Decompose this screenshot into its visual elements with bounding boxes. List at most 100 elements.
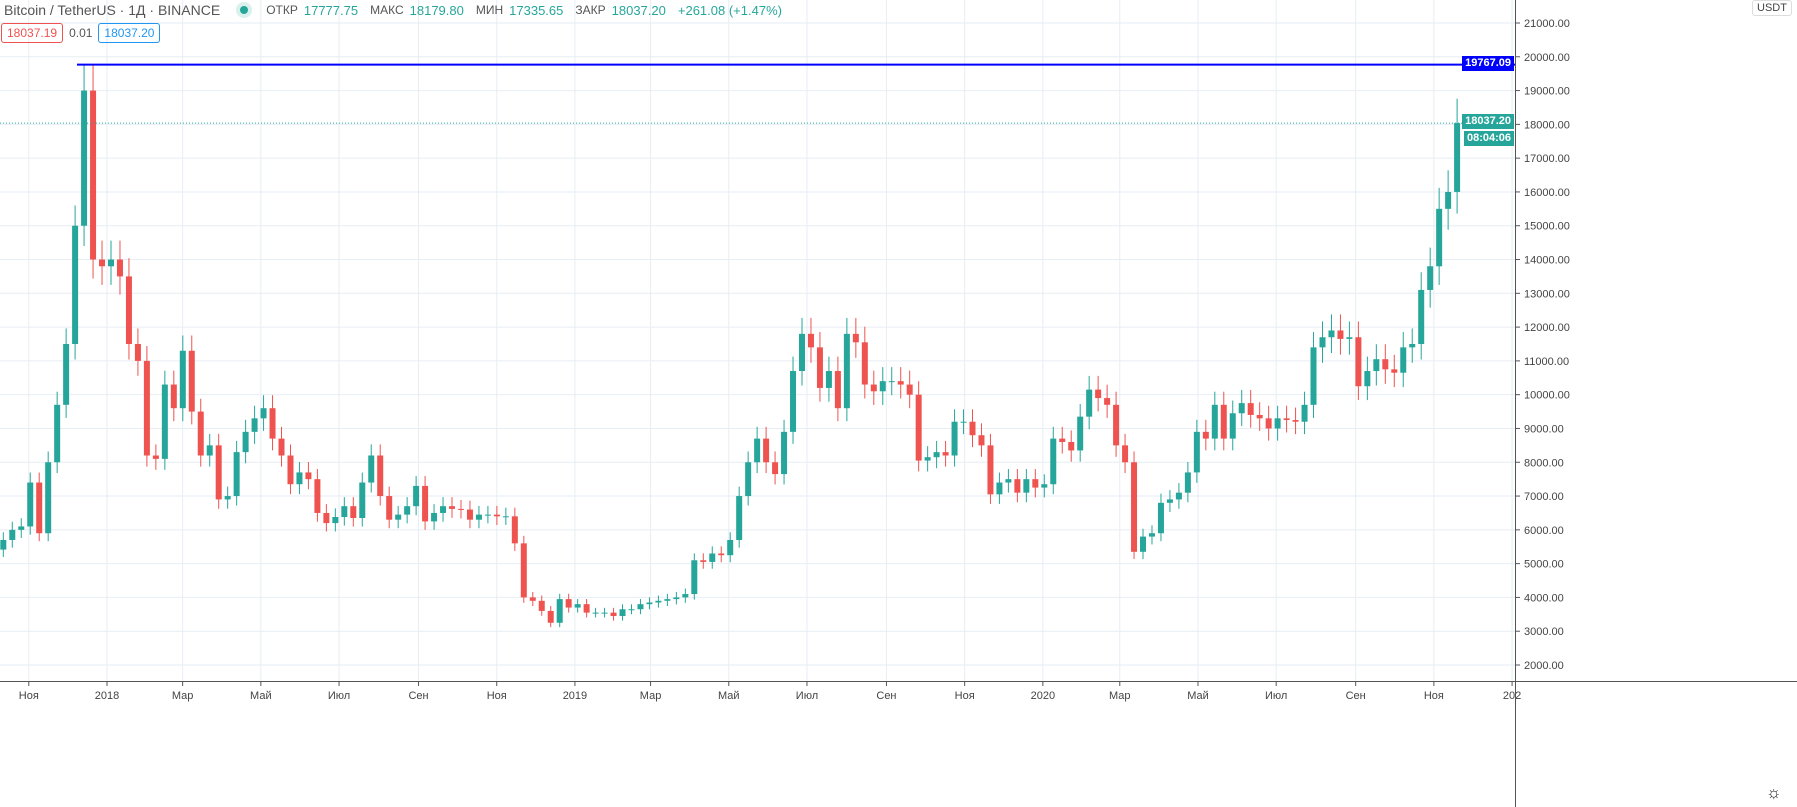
candle-body — [619, 609, 626, 617]
candle-body — [368, 455, 375, 483]
candle-body — [1005, 479, 1012, 483]
candle-body — [1014, 479, 1021, 493]
spread-value: 0.01 — [69, 26, 93, 40]
symbol-title[interactable]: Bitcoin / TetherUS · 1Д · BINANCE — [4, 2, 221, 18]
low-label: МИН — [475, 3, 504, 17]
candle-body — [1310, 347, 1317, 405]
candle-body — [18, 526, 25, 530]
price-tick-label: 3000.00 — [1524, 626, 1564, 638]
candle-body — [179, 350, 186, 409]
open-value: 17777.75 — [303, 2, 359, 18]
candle-body — [763, 438, 770, 463]
candle-body — [610, 612, 617, 617]
candle-body — [1256, 414, 1263, 419]
candle-body — [538, 600, 545, 611]
legend-header: Bitcoin / TetherUS · 1Д · BINANCE ОТКР 17… — [4, 2, 788, 18]
candle-body — [9, 529, 16, 540]
close-label: ЗАКР — [575, 3, 606, 17]
candle-body — [1400, 347, 1407, 373]
candle-body — [1211, 404, 1218, 439]
candle-body — [260, 408, 267, 419]
candle-body — [888, 381, 895, 383]
candle-body — [449, 506, 456, 509]
candle-body — [1032, 479, 1039, 488]
price-tick-label: 12000.00 — [1524, 322, 1570, 334]
candle-body — [251, 418, 258, 432]
candle-body — [1023, 479, 1030, 493]
candle-body — [520, 543, 527, 598]
candle-body — [987, 445, 994, 495]
candle-body — [1095, 389, 1102, 399]
price-tick-label: 13000.00 — [1524, 288, 1570, 300]
candle-body — [574, 604, 581, 608]
candle-body — [1041, 484, 1048, 488]
candle-body — [1050, 438, 1057, 485]
candle-body — [72, 225, 79, 344]
candle-body — [63, 343, 70, 405]
candle-body — [1229, 413, 1236, 439]
price-tick-label: 5000.00 — [1524, 559, 1564, 571]
time-tick-label: Ноя — [19, 690, 39, 702]
price-tick-label: 14000.00 — [1524, 255, 1570, 267]
time-tick-label: Июл — [1265, 690, 1287, 702]
price-tick-label: 9000.00 — [1524, 423, 1564, 435]
candle-body — [440, 506, 447, 513]
buy-button[interactable]: 18037.20 — [98, 23, 161, 43]
candle-body — [125, 276, 132, 344]
candle-body — [798, 333, 805, 372]
candle-body — [188, 350, 195, 412]
time-tick-label: 2018 — [95, 690, 119, 702]
candle-body — [152, 455, 159, 459]
candle-body — [197, 411, 204, 456]
time-tick-label: Ноя — [487, 690, 507, 702]
candle-body — [1175, 492, 1182, 500]
high-label: МАКС — [370, 3, 404, 17]
currency-unit-button[interactable]: USDT — [1752, 0, 1792, 16]
candle-body — [269, 408, 276, 439]
candle-body — [108, 259, 114, 267]
candle-body — [772, 462, 779, 475]
candle-body — [1346, 337, 1353, 339]
market-status-icon — [240, 6, 249, 14]
candle-body — [1202, 431, 1209, 439]
candle-body — [825, 371, 832, 388]
candle-body — [727, 539, 734, 556]
candle-body — [691, 560, 698, 595]
candle-body — [431, 512, 438, 522]
time-tick-label: Сен — [1346, 690, 1366, 702]
bar-countdown-label: 08:04:06 — [1463, 131, 1514, 146]
candle-body — [1445, 191, 1452, 209]
price-tick-label: 4000.00 — [1524, 592, 1564, 604]
candle-body — [27, 482, 34, 527]
candle-body — [224, 496, 231, 500]
price-tick-label: 11000.00 — [1524, 356, 1569, 368]
candle-body — [296, 472, 303, 485]
candle-body — [628, 609, 635, 611]
candle-body — [1122, 445, 1129, 463]
candle-body — [1113, 404, 1120, 446]
candle-body — [1427, 266, 1434, 290]
time-tick-label: Мар — [172, 690, 194, 702]
candle-body — [1104, 398, 1111, 405]
candle-body — [99, 259, 106, 267]
candle-body — [1328, 330, 1335, 338]
candle-body — [781, 431, 788, 475]
candle-body — [215, 445, 222, 500]
candle-body — [547, 610, 554, 623]
candle-body — [242, 431, 249, 453]
candle-body — [1140, 536, 1147, 552]
candle-body — [90, 90, 97, 260]
price-tick-label: 20000.00 — [1524, 52, 1570, 64]
candle-body — [1364, 371, 1371, 387]
settings-gear-icon[interactable]: ☼ — [1766, 783, 1782, 802]
candle-body — [906, 384, 913, 395]
open-label: ОТКР — [266, 3, 298, 17]
sell-button[interactable]: 18037.19 — [1, 23, 64, 43]
time-tick-label: Ноя — [1424, 690, 1444, 702]
candle-body — [834, 371, 841, 409]
time-tick-label: Июл — [328, 690, 350, 702]
candle-body — [404, 506, 411, 515]
time-tick-label: Сен — [408, 690, 428, 702]
horizontal-line-price-label: 19767.09 — [1462, 56, 1514, 71]
